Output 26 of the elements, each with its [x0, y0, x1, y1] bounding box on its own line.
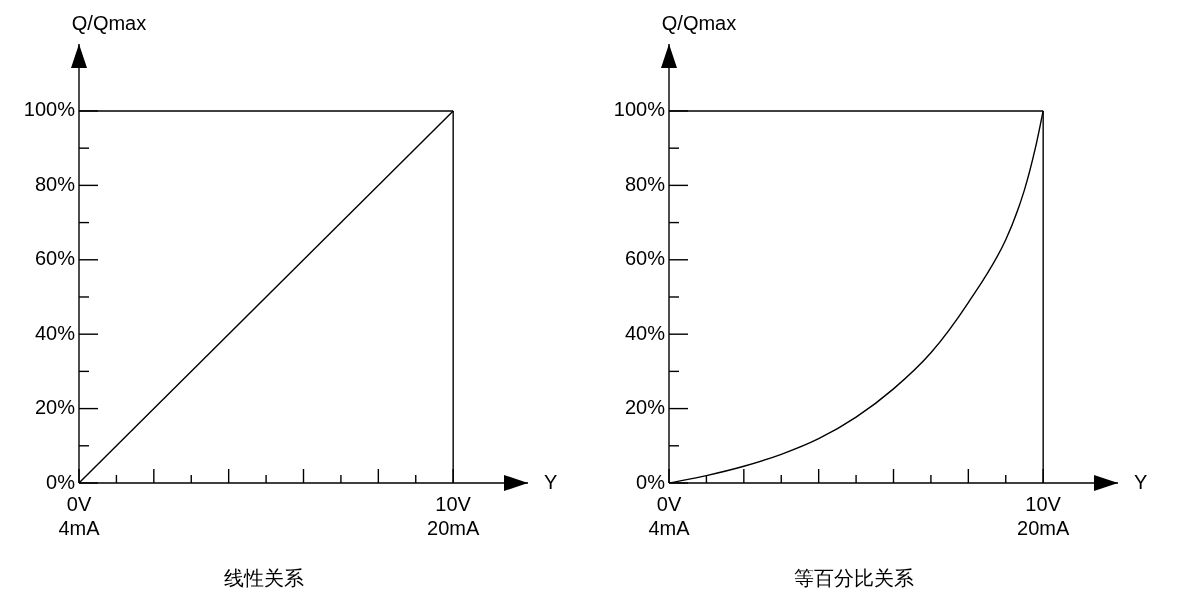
- y-tick-label: 40%: [34, 321, 76, 344]
- y-axis-title: Q/Qmax: [661, 11, 737, 34]
- y-tick-label: 60%: [624, 247, 666, 270]
- text: 等百分比关系: [794, 566, 914, 589]
- y-tick-label: 80%: [34, 172, 76, 195]
- text: 20mA: [427, 516, 480, 539]
- y-tick-label: 0%: [636, 470, 666, 493]
- y-tick-label: 80%: [624, 172, 666, 195]
- y-tick-label: 20%: [34, 396, 76, 419]
- text: 4mA: [58, 516, 101, 539]
- x-tick-label: 10V: [1025, 492, 1062, 515]
- y-axis-title: Q/Qmax: [71, 11, 147, 34]
- y-tick-label: 100%: [23, 98, 76, 121]
- y-tick-label: 20%: [624, 396, 666, 419]
- y-tick-label: 0%: [46, 470, 76, 493]
- text: 线性关系: [224, 566, 304, 589]
- text: 4mA: [648, 516, 691, 539]
- y-tick-label: 100%: [613, 98, 666, 121]
- y-tick-label: 60%: [34, 247, 76, 270]
- y-tick-label: 40%: [624, 321, 666, 344]
- text: 20mA: [1017, 516, 1070, 539]
- x-tick-label: 0V: [66, 492, 92, 515]
- x-tick-label: 10V: [435, 492, 472, 515]
- x-axis-title: Y: [1134, 470, 1148, 493]
- x-axis-title: Y: [544, 470, 558, 493]
- x-tick-label: 0V: [656, 492, 682, 515]
